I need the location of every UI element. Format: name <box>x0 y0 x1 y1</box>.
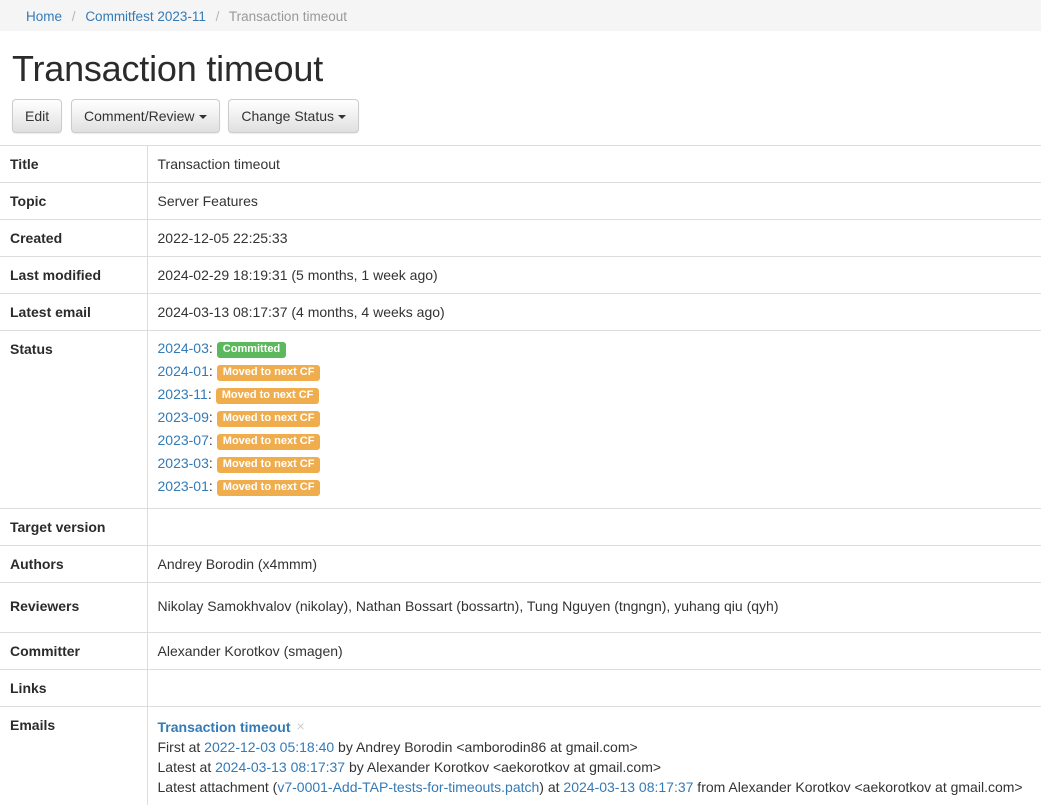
row-label-emails: Emails <box>0 705 148 805</box>
email-attachment-prefix: Latest attachment ( <box>157 778 278 795</box>
table-row-links: Links <box>0 668 1041 707</box>
status-history-row: 2023-01: Moved to next CF <box>158 475 1034 498</box>
email-attachment-line: Latest attachment (v7-0001-Add-TAP-tests… <box>158 777 1034 797</box>
email-first-date-link[interactable]: 2022-12-03 05:18:40 <box>204 738 335 755</box>
row-value-committer: Alexander Korotkov (smagen) <box>147 631 1041 670</box>
email-latest-date-link[interactable]: 2024-03-13 08:17:37 <box>215 758 346 775</box>
status-commitfest-link[interactable]: 2024-01 <box>157 362 209 379</box>
status-colon: : <box>208 431 213 448</box>
breadcrumb-separator-2: / <box>215 9 220 24</box>
row-label-target-version: Target version <box>0 507 148 546</box>
row-label-last-modified: Last modified <box>0 255 148 294</box>
row-label-committer: Committer <box>0 631 148 670</box>
table-row-reviewers: Reviewers Nikolay Samokhvalov (nikolay),… <box>0 581 1041 633</box>
status-history-row: 2024-03: Committed <box>158 337 1034 360</box>
chevron-down-icon <box>198 114 207 119</box>
status-history-row: 2023-09: Moved to next CF <box>158 406 1034 429</box>
status-colon: : <box>208 454 213 471</box>
row-value-reviewers: Nikolay Samokhvalov (nikolay), Nathan Bo… <box>147 581 1041 633</box>
status-colon: : <box>208 339 213 356</box>
change-status-dropdown-button[interactable]: Change Status <box>228 98 360 133</box>
status-colon: : <box>208 362 213 379</box>
row-value-target-version <box>147 507 1041 546</box>
row-label-topic: Topic <box>0 181 148 220</box>
breadcrumb-separator-1: / <box>71 9 76 24</box>
status-commitfest-link[interactable]: 2024-03 <box>157 339 209 356</box>
table-row-created: Created 2022-12-05 22:25:33 <box>0 218 1041 257</box>
close-icon[interactable]: × <box>296 717 305 734</box>
table-row-title: Title Transaction timeout <box>0 144 1041 183</box>
status-history-list: 2024-03: Committed 2024-01: Moved to next C… <box>158 337 1034 498</box>
status-history-row: 2024-01: Moved to next CF <box>158 360 1034 383</box>
row-label-latest-email: Latest email <box>0 292 148 331</box>
status-history-row: 2023-11: Moved to next CF <box>158 383 1034 406</box>
row-label-authors: Authors <box>0 544 148 583</box>
status-commitfest-link[interactable]: 2023-11 <box>157 385 208 402</box>
status-colon: : <box>208 408 213 425</box>
comment-review-button-label: Comment/Review <box>84 107 195 124</box>
breadcrumb-item-home[interactable]: Home <box>26 9 63 24</box>
row-value-created: 2022-12-05 22:25:33 <box>147 218 1041 257</box>
row-label-links: Links <box>0 668 148 707</box>
row-label-status: Status <box>0 329 148 509</box>
email-first-suffix: by Andrey Borodin <amborodin86 at gmail.… <box>334 738 638 755</box>
row-value-emails: Transaction timeout × First at 2022-12-03… <box>147 705 1041 805</box>
email-attachment-mid: ) at <box>539 778 564 795</box>
row-label-title: Title <box>0 144 148 183</box>
comment-review-dropdown-button[interactable]: Comment/Review <box>71 98 220 133</box>
email-latest-line: Latest at 2024-03-13 08:17:37 by Alexand… <box>158 757 1034 777</box>
row-value-authors: Andrey Borodin (x4mmm) <box>147 544 1041 583</box>
status-badge: Committed <box>216 341 287 358</box>
change-status-button-label: Change Status <box>241 107 335 124</box>
chevron-down-icon <box>338 114 347 119</box>
table-row-authors: Authors Andrey Borodin (x4mmm) <box>0 544 1041 583</box>
email-first-prefix: First at <box>157 738 205 755</box>
email-attachment-suffix: from Alexander Korotkov <aekorotkov at g… <box>693 778 1023 795</box>
email-latest-prefix: Latest at <box>157 758 216 775</box>
status-commitfest-link[interactable]: 2023-09 <box>157 408 209 425</box>
table-row-latest-email: Latest email 2024-03-13 08:17:37 (4 mont… <box>0 292 1041 331</box>
row-value-topic: Server Features <box>147 181 1041 220</box>
email-thread-link[interactable]: Transaction timeout <box>157 718 291 735</box>
breadcrumb-item-commitfest[interactable]: Commitfest 2023-11 <box>85 9 206 24</box>
email-attachment-link[interactable]: v7-0001-Add-TAP-tests-for-timeouts.patch <box>277 778 540 795</box>
row-value-status: 2024-03: Committed 2024-01: Moved to next C… <box>147 329 1041 509</box>
status-badge: Moved to next CF <box>216 456 321 473</box>
status-badge: Moved to next CF <box>216 364 321 381</box>
status-colon: : <box>208 477 213 494</box>
status-badge: Moved to next CF <box>216 433 321 450</box>
table-row-target-version: Target version <box>0 507 1041 546</box>
row-value-latest-email: 2024-03-13 08:17:37 (4 months, 4 weeks a… <box>147 292 1041 331</box>
breadcrumb: Home / Commitfest 2023-11 / Transaction … <box>0 0 1041 31</box>
row-value-links <box>147 668 1041 707</box>
status-badge: Moved to next CF <box>216 479 321 496</box>
edit-button[interactable]: Edit <box>12 98 63 133</box>
edit-button-label: Edit <box>25 107 50 124</box>
email-latest-suffix: by Alexander Korotkov <aekorotkov at gma… <box>345 758 662 775</box>
table-row-last-modified: Last modified 2024-02-29 18:19:31 (5 mon… <box>0 255 1041 294</box>
page-title: Transaction timeout <box>12 48 324 89</box>
patch-detail-table: Title Transaction timeout Topic Server F… <box>0 144 1041 805</box>
email-thread-header: Transaction timeout × <box>158 716 1034 737</box>
status-badge: Moved to next CF <box>216 410 321 427</box>
row-value-title: Transaction timeout <box>147 144 1041 183</box>
table-row-status: Status 2024-03: Committed 2024-01: Moved to… <box>0 329 1041 509</box>
status-commitfest-link[interactable]: 2023-01 <box>157 477 209 494</box>
status-colon: : <box>207 385 212 402</box>
row-value-last-modified: 2024-02-29 18:19:31 (5 months, 1 week ag… <box>147 255 1041 294</box>
row-label-created: Created <box>0 218 148 257</box>
status-commitfest-link[interactable]: 2023-07 <box>157 431 209 448</box>
email-attachment-date-link[interactable]: 2024-03-13 08:17:37 <box>563 778 694 795</box>
table-row-topic: Topic Server Features <box>0 181 1041 220</box>
action-toolbar: Edit Comment/Review Change Status <box>0 89 1041 133</box>
table-row-committer: Committer Alexander Korotkov (smagen) <box>0 631 1041 670</box>
row-label-reviewers: Reviewers <box>0 581 148 633</box>
status-badge: Moved to next CF <box>215 387 320 404</box>
email-first-line: First at 2022-12-03 05:18:40 by Andrey B… <box>158 737 1034 757</box>
breadcrumb-item-current: Transaction timeout <box>228 9 347 24</box>
status-commitfest-link[interactable]: 2023-03 <box>157 454 209 471</box>
status-history-row: 2023-03: Moved to next CF <box>158 452 1034 475</box>
table-row-emails: Emails Transaction timeout × First at 202… <box>0 705 1041 805</box>
status-history-row: 2023-07: Moved to next CF <box>158 429 1034 452</box>
